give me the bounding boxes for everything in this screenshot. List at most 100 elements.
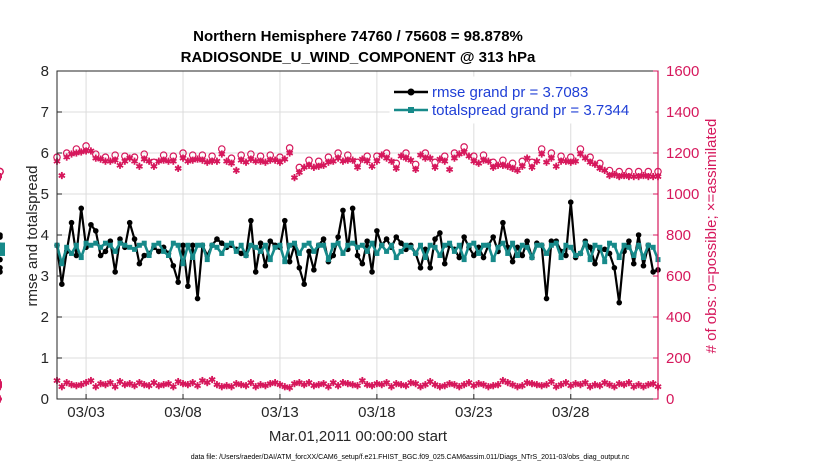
series-layer bbox=[0, 142, 662, 403]
obs-bottom-marker bbox=[305, 379, 313, 387]
obs-assimilated-marker bbox=[266, 156, 274, 164]
totalspread-point bbox=[447, 240, 453, 246]
totalspread-point bbox=[107, 242, 113, 248]
totalspread-point bbox=[219, 250, 225, 256]
obs-assimilated-marker bbox=[446, 165, 454, 173]
y-right-tick-label: 1400 bbox=[666, 104, 699, 121]
rmse-point bbox=[180, 242, 186, 249]
totalspread-point bbox=[248, 242, 254, 248]
obs-assimilated-marker bbox=[286, 149, 294, 157]
rmse-point bbox=[349, 205, 356, 212]
totalspread-point bbox=[296, 250, 302, 256]
rmse-point bbox=[112, 269, 118, 275]
totalspread-point bbox=[112, 248, 118, 254]
rmse-point bbox=[364, 238, 370, 244]
obs-bottom-marker bbox=[630, 383, 638, 391]
obs-assimilated-marker bbox=[135, 162, 143, 170]
rmse-point bbox=[616, 299, 623, 306]
obs-assimilated-marker bbox=[572, 157, 580, 165]
rmse-point bbox=[519, 252, 526, 259]
totalspread-point bbox=[640, 255, 646, 261]
totalspread-point bbox=[204, 257, 210, 263]
totalspread-point bbox=[384, 248, 390, 254]
totalspread-point bbox=[127, 244, 133, 250]
y-right-tick-label: 200 bbox=[666, 350, 691, 367]
chart-title: Northern Hemisphere 74760 / 75608 = 98.8… bbox=[193, 28, 523, 45]
obs-assimilated-marker bbox=[227, 159, 236, 167]
obs-assimilated-marker bbox=[547, 154, 555, 162]
rmse-point bbox=[301, 281, 307, 288]
rmse-point bbox=[330, 252, 337, 259]
legend-rmse-marker bbox=[407, 88, 415, 96]
rmse-point bbox=[456, 254, 463, 261]
rmse-point bbox=[601, 246, 608, 253]
obs-bottom-marker bbox=[286, 384, 294, 392]
obs-assimilated-marker bbox=[126, 154, 134, 162]
obs-assimilated-marker bbox=[150, 162, 158, 170]
totalspread-point bbox=[165, 253, 171, 258]
obs-bottom-marker bbox=[0, 395, 2, 403]
obs-assimilated-marker bbox=[484, 157, 492, 165]
obs-bottom-marker bbox=[106, 379, 114, 387]
rmse-point bbox=[117, 236, 123, 242]
totalspread-point bbox=[78, 255, 84, 261]
y-tick-label: 0 bbox=[41, 391, 49, 408]
rmse-point bbox=[214, 236, 220, 242]
rmse-point bbox=[92, 228, 99, 234]
legend: rmse grand pr = 3.7083 totalspread grand… bbox=[389, 76, 656, 124]
rmse-point bbox=[97, 252, 104, 259]
totalspread-point bbox=[311, 248, 317, 254]
rmse-point bbox=[189, 242, 196, 249]
totalspread-point bbox=[141, 240, 147, 246]
totalspread-point bbox=[529, 255, 535, 261]
obs-bottom-marker bbox=[324, 383, 332, 391]
rmse-point bbox=[359, 260, 366, 267]
totalspread-point bbox=[616, 255, 622, 261]
totalspread-point bbox=[64, 244, 70, 250]
rmse-point bbox=[78, 205, 85, 212]
rmse-point bbox=[68, 219, 75, 226]
totalspread-point bbox=[597, 244, 603, 250]
obs-assimilated-marker bbox=[562, 157, 570, 165]
rmse-point bbox=[490, 234, 497, 240]
obs-assimilated-marker bbox=[368, 162, 376, 170]
rmse-point bbox=[88, 221, 94, 228]
obs-assimilated-marker bbox=[479, 156, 488, 164]
y-tick-label: 5 bbox=[41, 186, 49, 203]
rmse-point bbox=[441, 260, 448, 267]
rmse-point bbox=[102, 248, 109, 255]
totalspread-point bbox=[510, 240, 516, 246]
totalspread-point bbox=[170, 240, 176, 246]
rmse-point bbox=[0, 265, 3, 271]
totalspread-point bbox=[69, 250, 75, 256]
totalspread-point bbox=[335, 240, 341, 246]
rmse-point bbox=[126, 219, 133, 226]
totalspread-point bbox=[98, 244, 104, 250]
totalspread-point bbox=[175, 242, 181, 248]
totalspread-point bbox=[272, 244, 278, 250]
totalspread-point bbox=[93, 240, 99, 246]
rmse-point bbox=[543, 295, 550, 302]
y-tick-label: 8 bbox=[41, 63, 49, 80]
totalspread-point bbox=[490, 257, 496, 263]
rmse-point bbox=[393, 234, 400, 240]
totalspread-point bbox=[253, 244, 259, 250]
obs-assimilated-marker bbox=[581, 154, 589, 162]
obs-assimilated-marker bbox=[116, 161, 124, 169]
totalspread-point bbox=[88, 242, 94, 248]
totalspread-point bbox=[330, 242, 336, 248]
rmse-point bbox=[480, 254, 487, 261]
rmse-point bbox=[59, 281, 65, 288]
rmse-point bbox=[306, 248, 312, 255]
rmse-point bbox=[296, 265, 303, 271]
rmse-point bbox=[185, 283, 191, 290]
obs-assimilated-marker bbox=[363, 157, 371, 165]
totalspread-point bbox=[180, 261, 186, 267]
obs-assimilated-marker bbox=[310, 163, 318, 171]
x-tick-label: 03/28 bbox=[552, 404, 590, 421]
totalspread-point bbox=[592, 242, 598, 248]
totalspread-point bbox=[563, 242, 569, 248]
totalspread-point bbox=[539, 242, 545, 248]
x-axis-label: Mar.01,2011 00:00:00 start bbox=[269, 428, 448, 445]
rmse-point bbox=[238, 250, 244, 257]
